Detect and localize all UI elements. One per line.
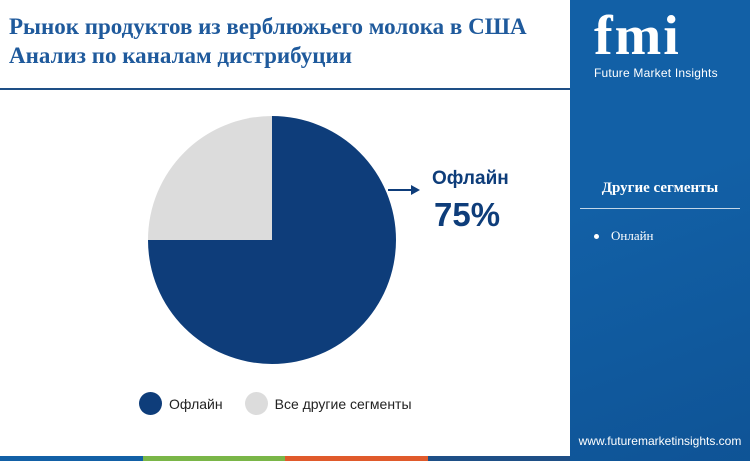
sidebar-heading: Другие сегменты	[601, 180, 719, 196]
legend-label-other: Все другие сегменты	[274, 395, 412, 412]
callout-value: 75%	[434, 196, 501, 233]
bottom-color-bar	[0, 456, 570, 461]
fmi-logo: fmi Future Market Insights	[594, 8, 734, 80]
legend-swatch-offline	[139, 392, 162, 415]
legend-item-offline: Офлайн	[139, 392, 223, 415]
bottom-bar-segment	[427, 456, 570, 461]
bottom-bar-segment	[285, 456, 428, 461]
title-divider	[0, 88, 570, 90]
sidebar-panel: fmi Future Market Insights Другие сегмен…	[570, 0, 750, 461]
legend-swatch-other	[244, 392, 268, 415]
website-link[interactable]: www.futuremarketinsights.com	[578, 434, 742, 448]
logo-letters: fmi	[594, 5, 681, 67]
pie-slices	[148, 116, 396, 364]
pie-slice-other	[148, 116, 272, 240]
page-title: Рынок продуктов из верблюжьего молока в …	[9, 14, 527, 68]
chart-legend: Офлайн Все другие сегменты	[139, 392, 434, 415]
callout-label: Офлайн	[432, 168, 509, 189]
bottom-bar-segment	[0, 456, 143, 461]
logo-subtitle: Future Market Insights	[594, 66, 718, 80]
bullet-icon	[594, 233, 599, 239]
legend-item-other: Все другие сегменты	[244, 392, 412, 415]
pie-chart	[148, 116, 420, 364]
sidebar-segment-list: Онлайн	[594, 228, 654, 244]
bottom-bar-segment	[142, 456, 285, 461]
legend-label-offline: Офлайн	[169, 395, 223, 412]
sidebar-texture	[570, 0, 750, 461]
sidebar-divider	[580, 208, 740, 209]
callout-arrow	[388, 185, 420, 195]
sidebar-segment-item: Онлайн	[594, 228, 654, 244]
sidebar-segment-label: Онлайн	[611, 228, 654, 243]
